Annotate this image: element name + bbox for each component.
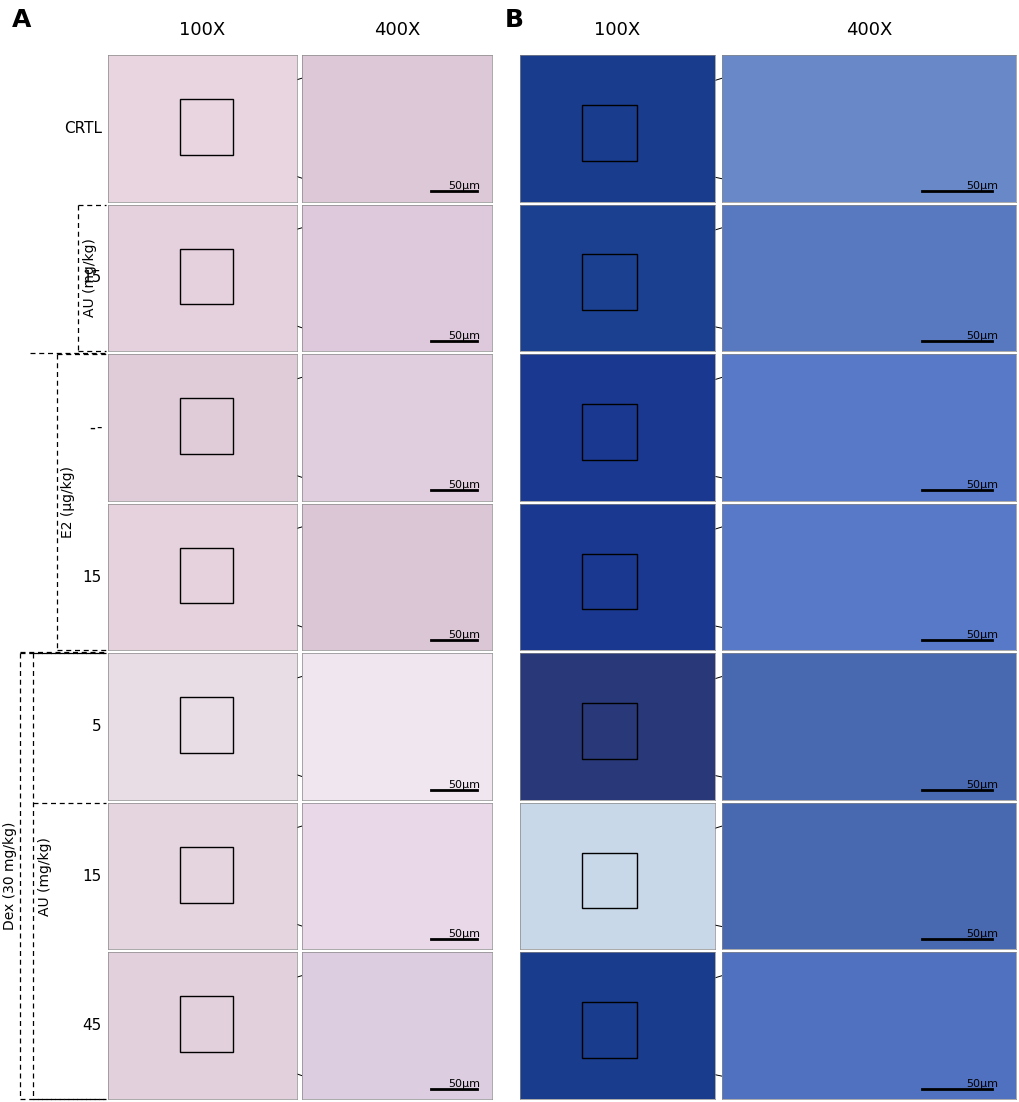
Text: B: B xyxy=(504,8,524,32)
Bar xyxy=(582,553,637,609)
Text: AU (mg/kg): AU (mg/kg) xyxy=(38,836,52,916)
Text: 50μm: 50μm xyxy=(965,929,998,939)
Bar xyxy=(179,548,232,604)
Text: 15: 15 xyxy=(83,868,102,884)
Text: CRTL: CRTL xyxy=(64,121,102,136)
Bar xyxy=(179,996,232,1052)
Bar xyxy=(179,698,232,753)
Text: 50μm: 50μm xyxy=(448,480,480,490)
Text: 100X: 100X xyxy=(594,21,640,39)
Text: 15: 15 xyxy=(83,570,102,584)
Text: 15: 15 xyxy=(83,270,102,285)
Text: 50μm: 50μm xyxy=(965,779,998,790)
Bar xyxy=(582,1002,637,1058)
Text: 50μm: 50μm xyxy=(965,331,998,341)
Bar xyxy=(582,703,637,759)
Text: A: A xyxy=(12,8,32,32)
Text: 50μm: 50μm xyxy=(965,1079,998,1089)
Bar xyxy=(582,105,637,161)
Text: 45: 45 xyxy=(83,1018,102,1034)
Text: E2 (μg/kg): E2 (μg/kg) xyxy=(61,466,75,538)
Text: 50μm: 50μm xyxy=(965,480,998,490)
Text: 50μm: 50μm xyxy=(448,1079,480,1089)
Text: 50μm: 50μm xyxy=(965,630,998,640)
Text: 50μm: 50μm xyxy=(448,630,480,640)
Text: -: - xyxy=(97,420,102,435)
Text: -: - xyxy=(89,419,95,436)
Text: 400X: 400X xyxy=(373,21,420,39)
Bar xyxy=(582,853,637,908)
Text: 50μm: 50μm xyxy=(965,182,998,192)
Bar xyxy=(179,846,232,903)
Text: 100X: 100X xyxy=(179,21,225,39)
Bar xyxy=(582,404,637,460)
Text: 50μm: 50μm xyxy=(448,331,480,341)
Text: 5: 5 xyxy=(93,720,102,734)
Text: 50μm: 50μm xyxy=(448,182,480,192)
Bar xyxy=(179,249,232,304)
Text: 400X: 400X xyxy=(845,21,892,39)
Text: AU (mg/kg): AU (mg/kg) xyxy=(83,238,97,317)
Bar xyxy=(582,255,637,310)
Bar xyxy=(179,99,232,154)
Text: 50μm: 50μm xyxy=(448,779,480,790)
Bar xyxy=(179,398,232,454)
Text: Dex (30 mg/kg): Dex (30 mg/kg) xyxy=(3,822,17,930)
Text: 50μm: 50μm xyxy=(448,929,480,939)
